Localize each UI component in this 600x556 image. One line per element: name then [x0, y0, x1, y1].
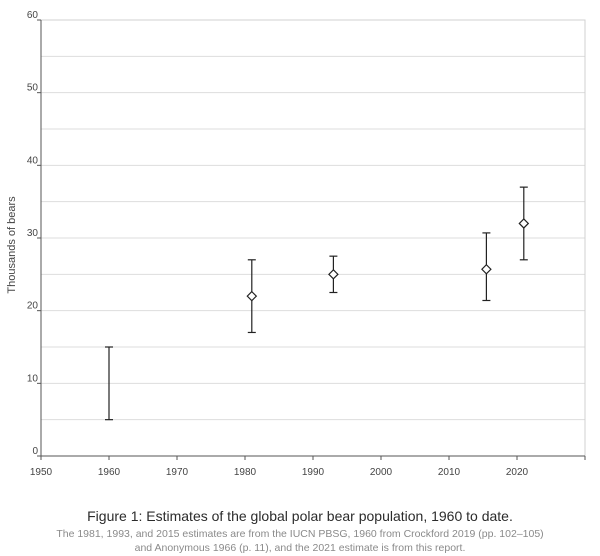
- data-point-2021: [518, 218, 530, 229]
- figure-caption-note-line2: and Anonymous 1966 (p. 11), and the 2021…: [134, 542, 466, 554]
- x-tick-label-2020: 2020: [506, 467, 529, 478]
- x-tick-label-1980: 1980: [234, 467, 257, 478]
- y-tick-label-30: 30: [27, 228, 39, 239]
- axis-ticks: 0 10 20 30 40 50 60 1950 1960 1970 1980 1990 2000 201…: [27, 10, 586, 478]
- x-tick-label-1960: 1960: [98, 467, 121, 478]
- x-tick-label-2000: 2000: [370, 467, 393, 478]
- x-tick-label-2010: 2010: [438, 467, 461, 478]
- data-point-2015.5: [481, 263, 492, 275]
- y-tick-label-10: 10: [27, 373, 39, 384]
- y-tick-label-60: 60: [27, 10, 39, 21]
- y-tick-label-50: 50: [27, 83, 39, 94]
- x-tick-label-1970: 1970: [166, 467, 189, 478]
- y-tick-label-0: 0: [32, 446, 38, 457]
- data-marks: [105, 186, 530, 421]
- x-tick-label-1990: 1990: [302, 467, 325, 478]
- figure-caption-title: Figure 1: Estimates of the global polar …: [87, 508, 513, 524]
- y-axis-title: Thousands of bears: [6, 196, 18, 294]
- population-chart: 0 10 20 30 40 50 60 1950 1960 1970 1980 1990 2000 201…: [6, 10, 586, 478]
- data-point-1993: [328, 268, 339, 280]
- grid-lines: [41, 55, 585, 421]
- data-point-1981: [246, 290, 258, 302]
- y-tick-label-20: 20: [27, 301, 39, 312]
- y-tick-label-40: 40: [27, 155, 39, 166]
- x-tick-label-1950: 1950: [30, 467, 53, 478]
- figure-caption-note-line1: The 1981, 1993, and 2015 estimates are f…: [56, 528, 544, 540]
